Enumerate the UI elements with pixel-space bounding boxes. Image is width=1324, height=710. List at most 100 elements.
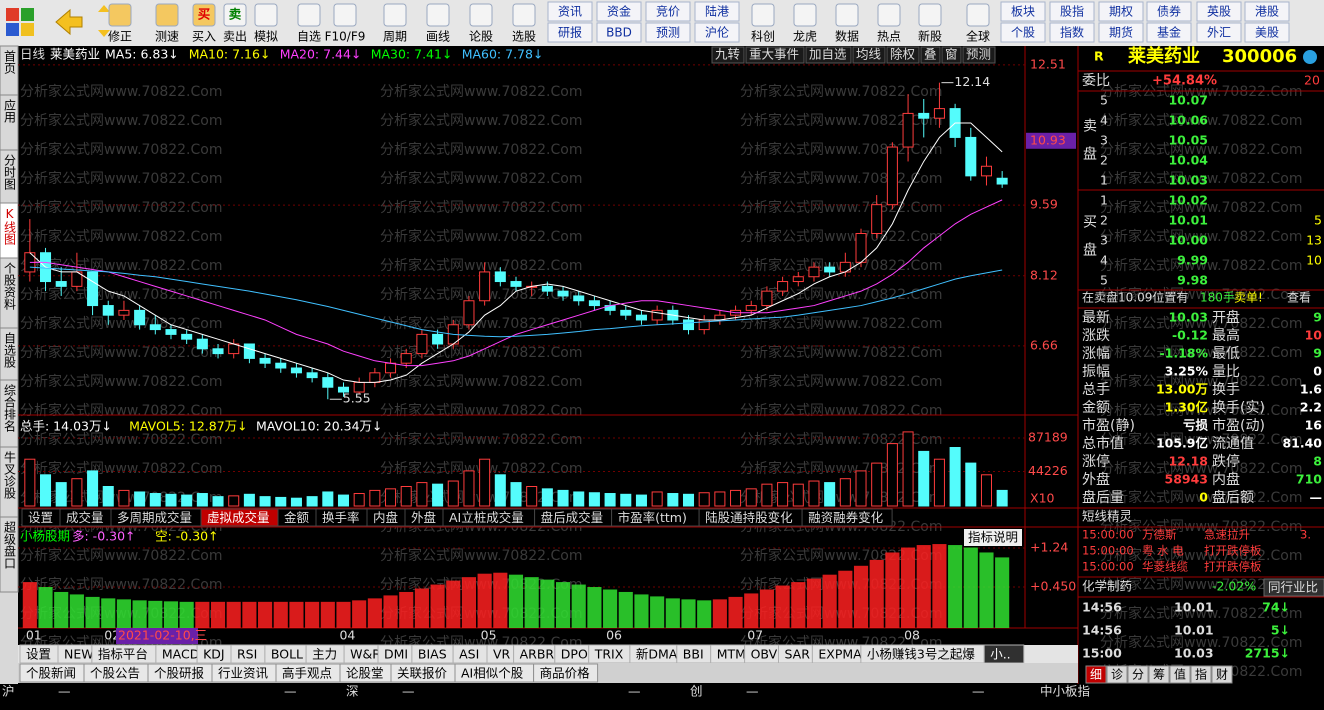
toolbar-pair-bg[interactable] (1049, 22, 1095, 43)
toolbar-pair-button[interactable]: 资讯 (558, 5, 582, 19)
toolbar-pair-bg[interactable] (1000, 1, 1046, 22)
tab-label[interactable]: BBI (683, 647, 704, 662)
toolbar-pair-button[interactable]: 指数 (1060, 25, 1084, 40)
toolbar-pair-bg[interactable] (1244, 1, 1290, 22)
toolbar-button[interactable]: 模拟 (254, 30, 278, 44)
tab-label[interactable]: 个股公告 (90, 666, 140, 681)
toolbar-pair-button[interactable]: 外汇 (1207, 26, 1231, 40)
tab-label[interactable]: 内盘 (373, 510, 398, 525)
toolbar-pair-bg[interactable] (694, 1, 740, 22)
tab-label[interactable]: BIAS (418, 647, 447, 662)
tab-label[interactable]: MACD (162, 647, 199, 662)
toolbar-icon[interactable] (254, 3, 278, 27)
toolbar-pair-button[interactable]: 陆港 (705, 4, 729, 19)
tab-label[interactable]: W&R (350, 647, 381, 662)
quote-icon[interactable] (1303, 50, 1317, 64)
toolbar-pair-button[interactable]: 预测 (656, 26, 680, 40)
left-tab-label[interactable]: 个股资料 (3, 262, 17, 310)
tab-label[interactable]: 盘后成交量 (541, 510, 604, 525)
toolbar-icon[interactable] (155, 3, 179, 27)
chart-button-bg[interactable] (852, 46, 886, 64)
quote-tab-label[interactable]: 诊 (1111, 668, 1123, 682)
chart-button[interactable]: 重大事件 (749, 47, 799, 62)
toolbar-icon[interactable] (333, 3, 357, 27)
toolbar-pair-bg[interactable] (1146, 22, 1192, 43)
toolbar-pair-bg[interactable] (645, 1, 691, 22)
toolbar-icon[interactable] (192, 3, 216, 27)
toolbar-pair-bg[interactable] (694, 22, 740, 43)
toolbar-pair-button[interactable]: 港股 (1255, 5, 1279, 19)
toolbar-pair-button[interactable]: 期权 (1109, 5, 1133, 19)
tab-label[interactable]: 多周期成交量 (117, 510, 192, 525)
tab-label[interactable]: 论股堂 (346, 666, 384, 681)
toolbar-pair-bg[interactable] (1000, 22, 1046, 43)
tab-label[interactable]: 新DMA (636, 647, 678, 662)
toolbar-pair-bg[interactable] (1196, 1, 1242, 22)
toolbar-pair-button[interactable]: 债券 (1157, 4, 1181, 19)
chart-button-bg[interactable] (920, 46, 941, 64)
toolbar-pair-bg[interactable] (547, 1, 593, 22)
toolbar-pair-bg[interactable] (596, 22, 642, 43)
tab-label[interactable]: 个股研报 (154, 666, 205, 681)
toolbar-icon[interactable] (793, 3, 817, 27)
tab-label[interactable]: DPO (561, 647, 588, 662)
toolbar-button[interactable]: 修正 (108, 29, 132, 44)
toolbar-icon[interactable] (966, 3, 990, 27)
tab-label[interactable]: SAR (785, 647, 811, 662)
help-button[interactable]: 指标说明 (968, 530, 1018, 545)
toolbar-button[interactable]: 选股 (512, 30, 536, 44)
tab-label[interactable]: 主力 (312, 647, 337, 662)
toolbar-pair-button[interactable]: 资金 (607, 4, 631, 19)
toolbar-button[interactable]: F10/F9 (325, 30, 366, 44)
tab[interactable] (801, 508, 893, 527)
toolbar-pair-bg[interactable] (645, 22, 691, 43)
tab-label[interactable]: 关联报价 (397, 666, 448, 681)
tab-label[interactable]: 成交量 (66, 510, 104, 525)
toolbar-icon[interactable] (426, 3, 450, 27)
left-tab-label[interactable]: 综合排名 (3, 384, 17, 432)
toolbar-pair-bg[interactable] (1098, 1, 1144, 22)
toolbar-pair-bg[interactable] (1049, 1, 1095, 22)
toolbar-icon[interactable] (877, 3, 901, 27)
toolbar-pair-button[interactable]: 美股 (1255, 26, 1279, 40)
chart-button[interactable]: 九转 (715, 47, 740, 62)
tab-label[interactable]: RSI (237, 647, 257, 662)
tab-label[interactable]: 外盘 (411, 510, 436, 525)
tab-label[interactable]: AI立桩成交量 (449, 510, 524, 525)
toolbar-button[interactable]: 论股 (469, 30, 493, 44)
toolbar-pair-button[interactable]: 股指 (1060, 4, 1084, 19)
toolbar-button[interactable]: 数据 (835, 29, 859, 44)
toolbar-pair-button[interactable]: 英股 (1207, 5, 1231, 19)
tab-label[interactable]: ASI (459, 647, 479, 662)
toolbar-pair-button[interactable]: 竞价 (656, 5, 680, 19)
toolbar-icon[interactable] (469, 3, 493, 27)
tab-label[interactable]: 高手观点 (282, 666, 332, 681)
quote-tab-label[interactable]: 筹 (1153, 668, 1165, 682)
tab-label[interactable]: OBV (751, 647, 778, 662)
toolbar-pair-bg[interactable] (547, 22, 593, 43)
toolbar-button[interactable]: 热点 (877, 30, 901, 44)
toolbar-button[interactable]: 买入 (192, 30, 216, 44)
tab-label[interactable]: 市盈率(ttm) (618, 510, 687, 525)
tab-label[interactable]: EXPMA (818, 647, 862, 662)
tab-label[interactable]: BOLL (271, 647, 303, 662)
left-tab-label[interactable]: 牛叉诊股 (3, 450, 17, 500)
toolbar-button[interactable]: 自选 (297, 30, 321, 44)
tab-label[interactable]: AI相似个股 (461, 666, 524, 681)
quote-tab[interactable] (1190, 665, 1212, 684)
tab-label[interactable]: KDJ (203, 647, 225, 662)
chart-button[interactable]: 均线 (856, 47, 882, 62)
tab-label[interactable]: 设置 (26, 647, 51, 662)
toolbar-icon[interactable] (835, 3, 859, 27)
left-tab-label[interactable]: 超级盘口 (3, 520, 17, 569)
toolbar-button[interactable]: 测速 (155, 30, 179, 44)
tab-label[interactable]: DMI (384, 647, 408, 662)
left-tab-label[interactable]: 首页 (3, 50, 17, 75)
toolbar-pair-bg[interactable] (1098, 22, 1144, 43)
chart-button[interactable]: 窗 (945, 47, 958, 62)
toolbar-pair-button[interactable]: 个股 (1011, 26, 1035, 40)
tab[interactable] (533, 663, 599, 683)
toolbar-pair-bg[interactable] (1146, 1, 1192, 22)
toolbar-button[interactable]: 卖出 (223, 30, 247, 44)
tab-label[interactable]: VR (493, 647, 511, 662)
